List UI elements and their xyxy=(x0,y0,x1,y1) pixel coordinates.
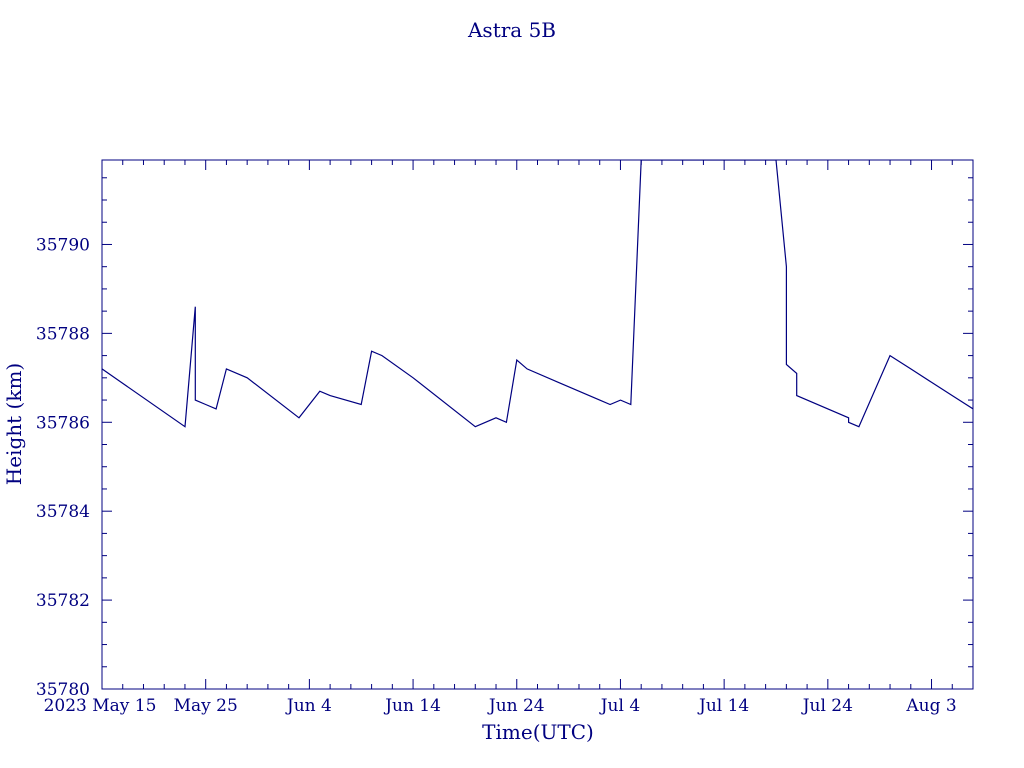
x-tick-labels: 2023 May 15 May 25 Jun 4 Jun 14 Jun 24 Jul 4 J… xyxy=(44,696,957,716)
y-tick-label: 35786 xyxy=(36,413,90,433)
x-tick-label: Jun 24 xyxy=(487,696,545,716)
chart-title: Astra 5B xyxy=(467,18,556,42)
y-axis-label: Height (km) xyxy=(2,363,26,485)
height-series xyxy=(102,160,973,428)
y-tick-label: 35784 xyxy=(36,502,90,522)
x-tick-label: Jul 24 xyxy=(801,696,853,716)
series-line xyxy=(102,160,973,428)
x-axis-label: Time(UTC) xyxy=(482,720,594,744)
x-tick-label: May 25 xyxy=(174,696,238,716)
x-tick-label: Jul 4 xyxy=(599,696,640,716)
y-tick-label: 35780 xyxy=(36,680,90,700)
x-tick-label: 2023 May 15 xyxy=(44,696,157,716)
axis-ticks xyxy=(101,160,974,690)
x-tick-label: Jul 14 xyxy=(697,696,749,716)
y-tick-label: 35788 xyxy=(36,324,90,344)
y-tick-label: 35782 xyxy=(36,591,90,611)
x-tick-label: Aug 3 xyxy=(905,696,956,716)
plot-frame xyxy=(101,159,974,690)
y-tick-label: 35790 xyxy=(36,235,90,255)
y-tick-labels: 35780 35782 35784 35786 35788 35790 xyxy=(36,235,90,700)
x-tick-label: Jun 14 xyxy=(383,696,441,716)
x-tick-label: Jun 4 xyxy=(285,696,332,716)
